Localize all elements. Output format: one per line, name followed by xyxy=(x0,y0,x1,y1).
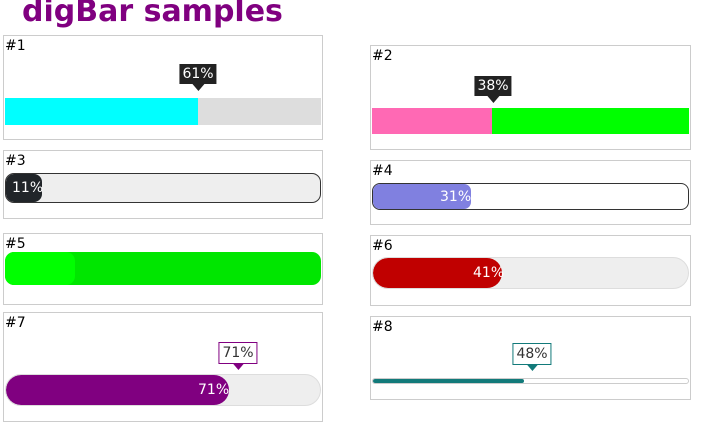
progress-bar-2 xyxy=(372,108,689,134)
bar-label: #2 xyxy=(372,48,393,64)
progress-fill xyxy=(373,258,503,288)
progress-bar-1 xyxy=(5,98,321,125)
bar-tooltip: 38% xyxy=(474,76,512,103)
bar-value-label: 71% xyxy=(198,382,230,398)
bar-label: #3 xyxy=(5,153,26,169)
progress-bar-6: 41% xyxy=(372,257,689,289)
progress-bar-4: 31% xyxy=(372,183,689,210)
page-title: digBar samples xyxy=(22,0,283,29)
bar-panel-1: #1 61% xyxy=(3,35,323,140)
progress-bar-8 xyxy=(372,378,689,384)
bar-value-label: 41% xyxy=(473,265,505,281)
bar-panel-7: #7 71% 71% xyxy=(3,312,323,422)
progress-fill xyxy=(5,252,75,285)
bar-panel-8: #8 48% xyxy=(370,316,691,400)
bar-label: #4 xyxy=(372,163,393,179)
progress-bar-3: 11% xyxy=(5,173,321,203)
bar-label: #8 xyxy=(372,319,393,335)
bar-label: #7 xyxy=(5,315,26,331)
bar-label: #1 xyxy=(5,38,26,54)
progress-fill xyxy=(373,184,471,209)
bar-value-label: 31% xyxy=(440,188,472,205)
bar-value-label: 11% xyxy=(12,180,44,196)
bar-panel-3: #3 11% xyxy=(3,150,323,219)
bar-label: #5 xyxy=(5,236,26,252)
progress-fill xyxy=(6,174,43,202)
progress-fill xyxy=(5,98,198,125)
bar-label: #6 xyxy=(372,238,393,254)
bar-tooltip: 61% xyxy=(179,64,217,91)
progress-fill xyxy=(373,379,525,383)
progress-bar-5 xyxy=(5,252,321,285)
bar-panel-4: #4 31% xyxy=(370,160,691,225)
bar-tooltip: 48% xyxy=(512,343,552,371)
bar-tooltip: 71% xyxy=(218,342,258,370)
progress-bar-7: 71% xyxy=(5,374,321,406)
progress-fill xyxy=(372,108,493,134)
progress-fill xyxy=(6,375,229,405)
bar-panel-2: #2 38% xyxy=(370,45,691,150)
bar-panel-5: #5 xyxy=(3,233,323,305)
bar-panel-6: #6 41% xyxy=(370,235,691,306)
